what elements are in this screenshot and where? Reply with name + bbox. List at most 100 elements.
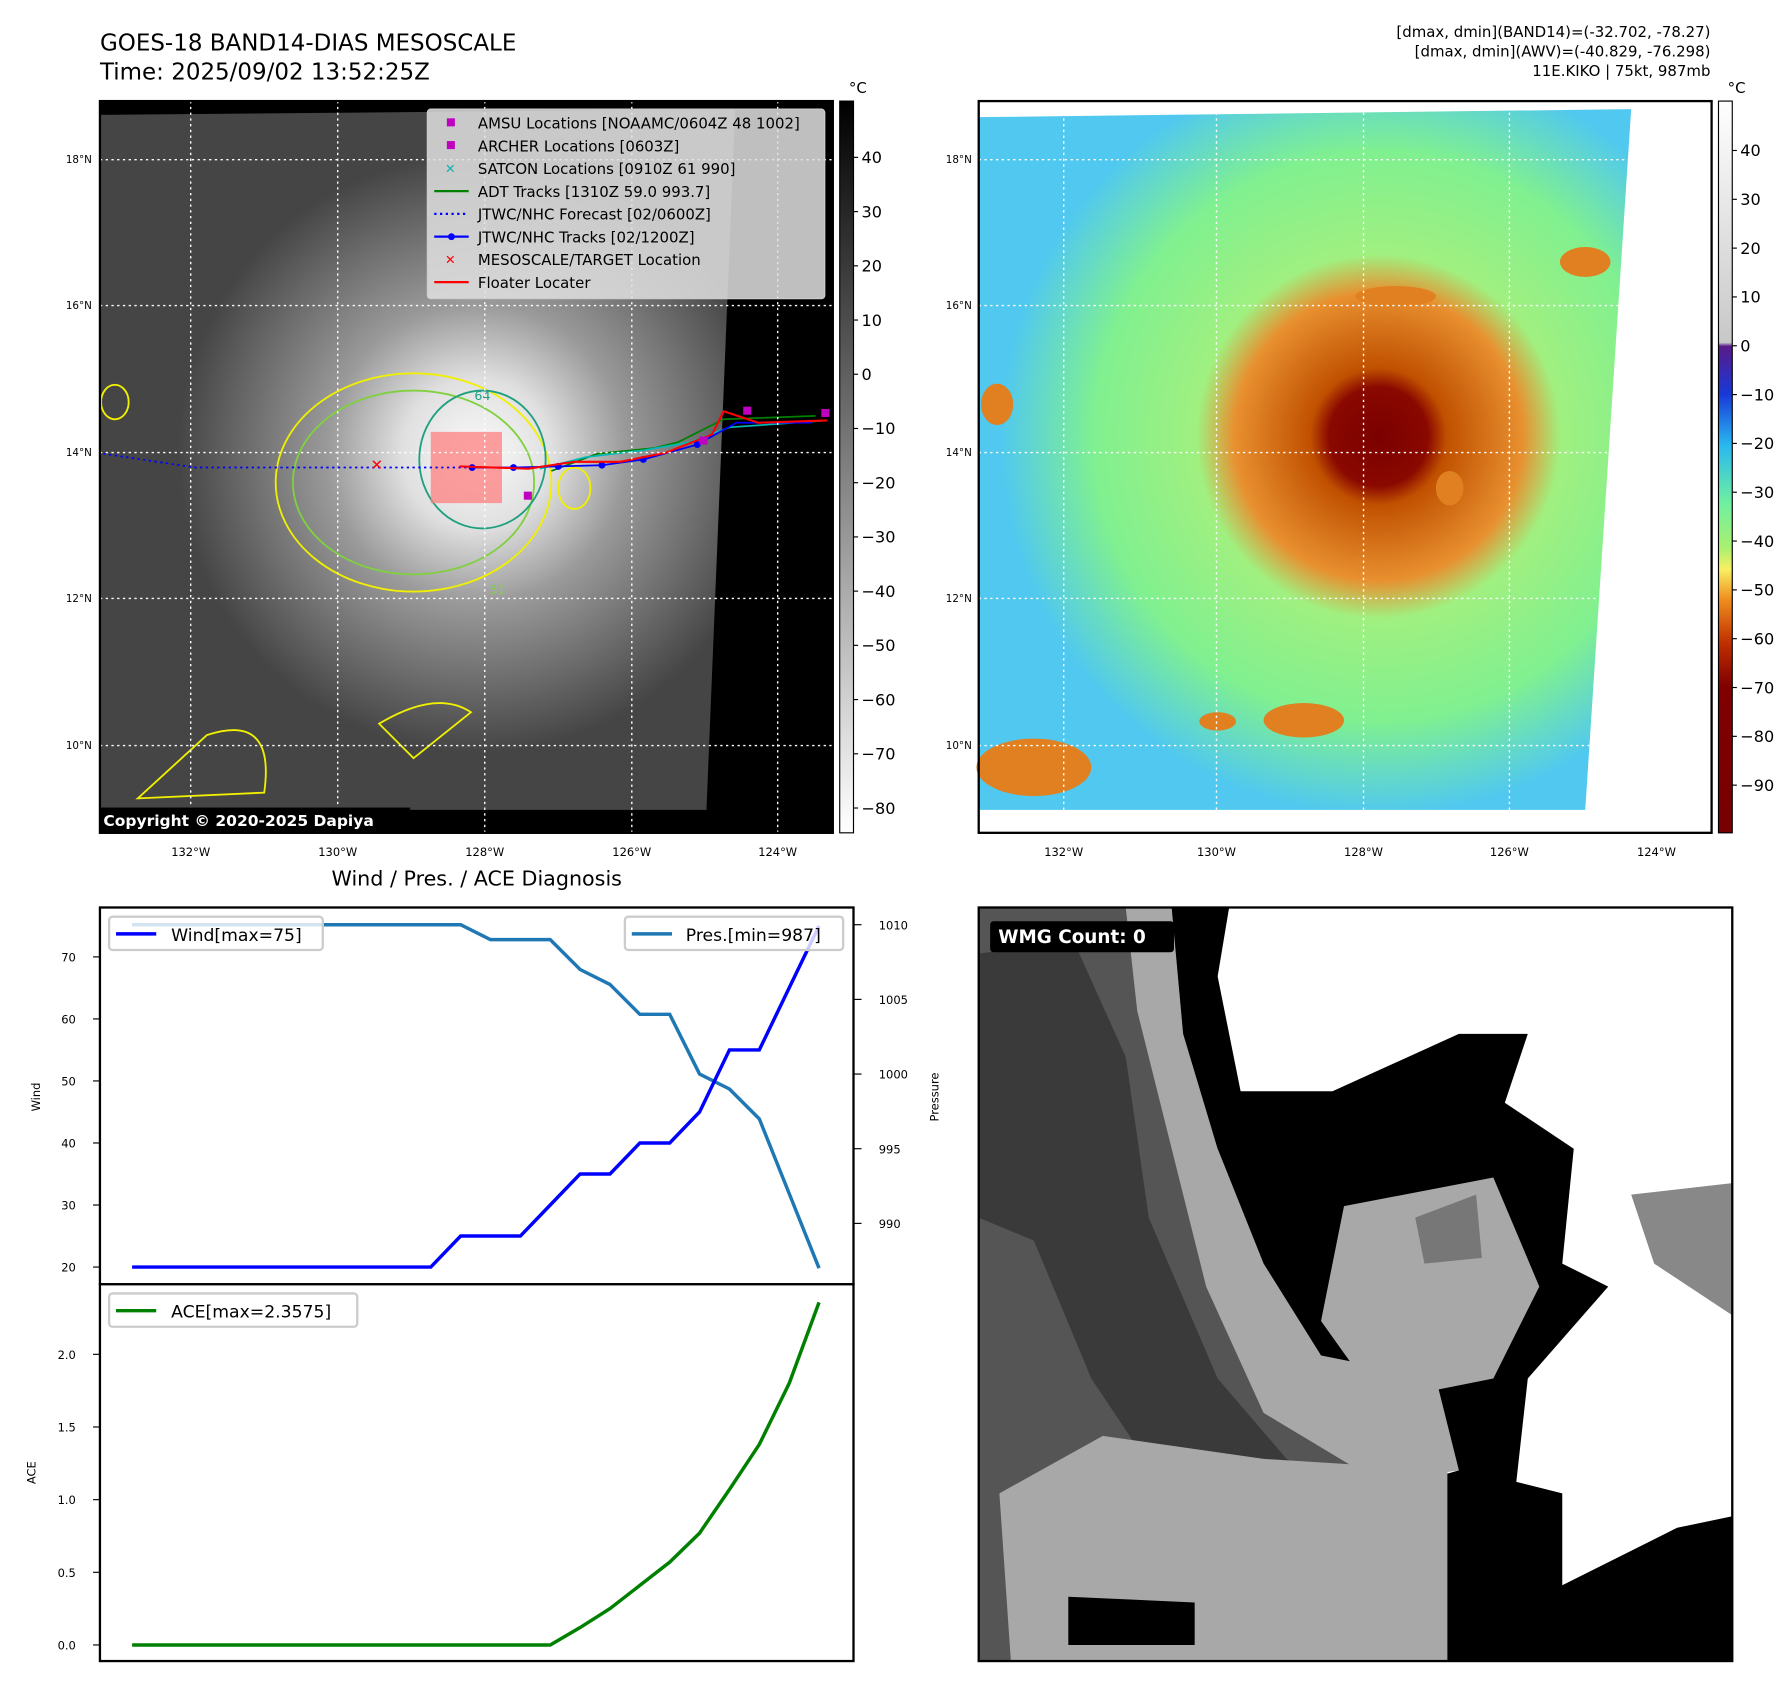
colorbar-tick-label: 20 bbox=[1740, 239, 1760, 258]
colorbar-tick-label: 40 bbox=[862, 148, 882, 167]
wind-tick-label: 30 bbox=[61, 1199, 76, 1213]
colorbar-tick-label: 20 bbox=[862, 257, 882, 276]
pressure-tick-label: 1000 bbox=[879, 1068, 908, 1082]
legend-item: ADT Tracks [1310Z 59.0 993.7] bbox=[434, 183, 710, 201]
floater-track bbox=[459, 409, 828, 470]
lon-label: 126°W bbox=[1490, 845, 1529, 859]
wmg-panel: WMG Count: 0 bbox=[977, 906, 1734, 1663]
lat-label: 18°N bbox=[66, 154, 92, 166]
lat-label: 12°N bbox=[946, 593, 972, 605]
ir-colorbar bbox=[839, 100, 855, 834]
legend-label: AMSU Locations [NOAAMC/0604Z 48 1002] bbox=[478, 115, 800, 133]
ace-axes bbox=[98, 1283, 855, 1663]
square-marker-icon bbox=[446, 118, 455, 127]
lon-label: 128°W bbox=[465, 845, 504, 859]
colorbar-tick-label: −10 bbox=[862, 419, 896, 438]
colorbar-tick-label: −80 bbox=[1740, 727, 1774, 746]
ace-tick-label: 0.0 bbox=[58, 1639, 76, 1653]
ace-legend-label: ACE[max=2.3575] bbox=[171, 1303, 331, 1323]
x-marker-icon: ✕ bbox=[445, 252, 456, 267]
colorbar-tick-label: −30 bbox=[1740, 483, 1774, 502]
info-storm: 11E.KIKO | 75kt, 987mb bbox=[1532, 63, 1711, 81]
legend-label: SATCON Locations [0910Z 61 990] bbox=[478, 160, 736, 178]
colorbar-tick-label: −20 bbox=[1740, 434, 1774, 453]
square-marker-icon bbox=[446, 141, 455, 150]
ace-series bbox=[132, 1301, 821, 1647]
legend-item: ARCHER Locations [0603Z] bbox=[446, 137, 679, 155]
colorbar-tick-label: −80 bbox=[862, 799, 896, 818]
figure-title: GOES-18 BAND14-DIAS MESOSCALE bbox=[99, 28, 517, 57]
pressure-tick-label: 1010 bbox=[879, 918, 908, 932]
colorbar-tick-label: 10 bbox=[1740, 288, 1760, 307]
colorbar-tick-label: −40 bbox=[862, 582, 896, 601]
colorbar-tick-label: 30 bbox=[1740, 190, 1760, 209]
colorbar-tick-label: 0 bbox=[1740, 337, 1750, 356]
ace-axis-label: ACE bbox=[25, 1461, 39, 1484]
wind-legend: Wind[max=75] bbox=[107, 915, 324, 952]
wmg-count-box bbox=[990, 921, 1174, 953]
colorbar-tick-label: −90 bbox=[1740, 776, 1774, 795]
lat-label: 14°N bbox=[66, 447, 92, 459]
map-frame bbox=[977, 99, 1713, 834]
colorbar-tick-label: −40 bbox=[1740, 532, 1774, 551]
wind-tick-label: 60 bbox=[61, 1013, 76, 1027]
legend-item: ✕ SATCON Locations [0910Z 61 990] bbox=[445, 160, 735, 178]
ace-tick-label: 1.0 bbox=[58, 1493, 76, 1507]
wind-pressure-axes bbox=[98, 906, 855, 1286]
chart-title: Wind / Pres. / ACE Diagnosis bbox=[331, 867, 621, 891]
x-marker-icon: ✕ bbox=[445, 161, 456, 176]
lon-label: 132°W bbox=[171, 845, 210, 859]
dot-marker-icon bbox=[448, 233, 455, 241]
satcon-track bbox=[539, 419, 828, 470]
colorbar-tick-label: −50 bbox=[1740, 581, 1774, 600]
wind-tick-label: 20 bbox=[61, 1261, 76, 1275]
figure-time: Time: 2025/09/02 13:52:25Z bbox=[99, 57, 430, 86]
ace-tick-label: 2.0 bbox=[58, 1348, 76, 1362]
lat-label: 12°N bbox=[66, 593, 92, 605]
colorbar-tick-label: −10 bbox=[1740, 385, 1774, 404]
legend-item: AMSU Locations [NOAAMC/0604Z 48 1002] bbox=[446, 115, 800, 133]
wind-axis-label: Wind bbox=[29, 1083, 43, 1112]
info-band14-range: [dmax, dmin](BAND14)=(-32.702, -78.27) bbox=[1396, 24, 1711, 42]
cold-cloud-patches bbox=[976, 246, 1611, 797]
ace-tick-label: 0.5 bbox=[58, 1566, 76, 1580]
wind-tick-label: 70 bbox=[61, 950, 76, 964]
lon-label: 130°W bbox=[1197, 845, 1236, 859]
lat-label: 14°N bbox=[946, 447, 972, 459]
colorbar-tick-label: −50 bbox=[862, 636, 896, 655]
colorbar-tick-label: −70 bbox=[862, 745, 896, 764]
legend-label: Floater Locater bbox=[478, 274, 591, 292]
target-location-icon: ✕ bbox=[371, 456, 384, 474]
colorbar-tick-label: 30 bbox=[862, 202, 882, 221]
grid-lines bbox=[978, 101, 1712, 833]
wmg-count-label: WMG Count: 0 bbox=[998, 927, 1145, 948]
color-map-panel: °C bbox=[976, 79, 1746, 834]
legend-label: JTWC/NHC Forecast [02/0600Z] bbox=[477, 206, 711, 224]
legend-label: ARCHER Locations [0603Z] bbox=[478, 137, 679, 155]
copyright-box bbox=[99, 807, 411, 833]
legend-item: ✕ MESOSCALE/TARGET Location bbox=[445, 251, 701, 269]
grid-lines bbox=[99, 101, 833, 833]
pressure-axis-label: Pressure bbox=[928, 1073, 942, 1122]
pressure-legend-label: Pres.[min=987] bbox=[686, 926, 821, 946]
copyright-text: Copyright © 2020-2025 Dapiya bbox=[103, 812, 373, 830]
lon-label: 126°W bbox=[612, 845, 651, 859]
legend-label: MESOSCALE/TARGET Location bbox=[478, 251, 701, 269]
color-imagery bbox=[978, 109, 1632, 810]
colorbar-tick-label: 40 bbox=[1740, 141, 1760, 160]
pressure-tick-label: 990 bbox=[879, 1217, 901, 1231]
pressure-tick-label: 1005 bbox=[879, 993, 908, 1007]
lon-label: 130°W bbox=[318, 845, 357, 859]
wmg-region bbox=[1125, 907, 1459, 1482]
forecast-track bbox=[103, 452, 473, 469]
colorbar-tick-label: −20 bbox=[862, 473, 896, 492]
wind-series bbox=[132, 925, 821, 1269]
contour-label-64: 64 bbox=[474, 388, 490, 403]
wmg-frame bbox=[977, 906, 1734, 1663]
wind-tick-label: 40 bbox=[61, 1137, 76, 1151]
legend-label: JTWC/NHC Tracks [02/1200Z] bbox=[477, 228, 695, 246]
amsu-markers bbox=[523, 406, 830, 500]
lat-label: 18°N bbox=[946, 154, 972, 166]
